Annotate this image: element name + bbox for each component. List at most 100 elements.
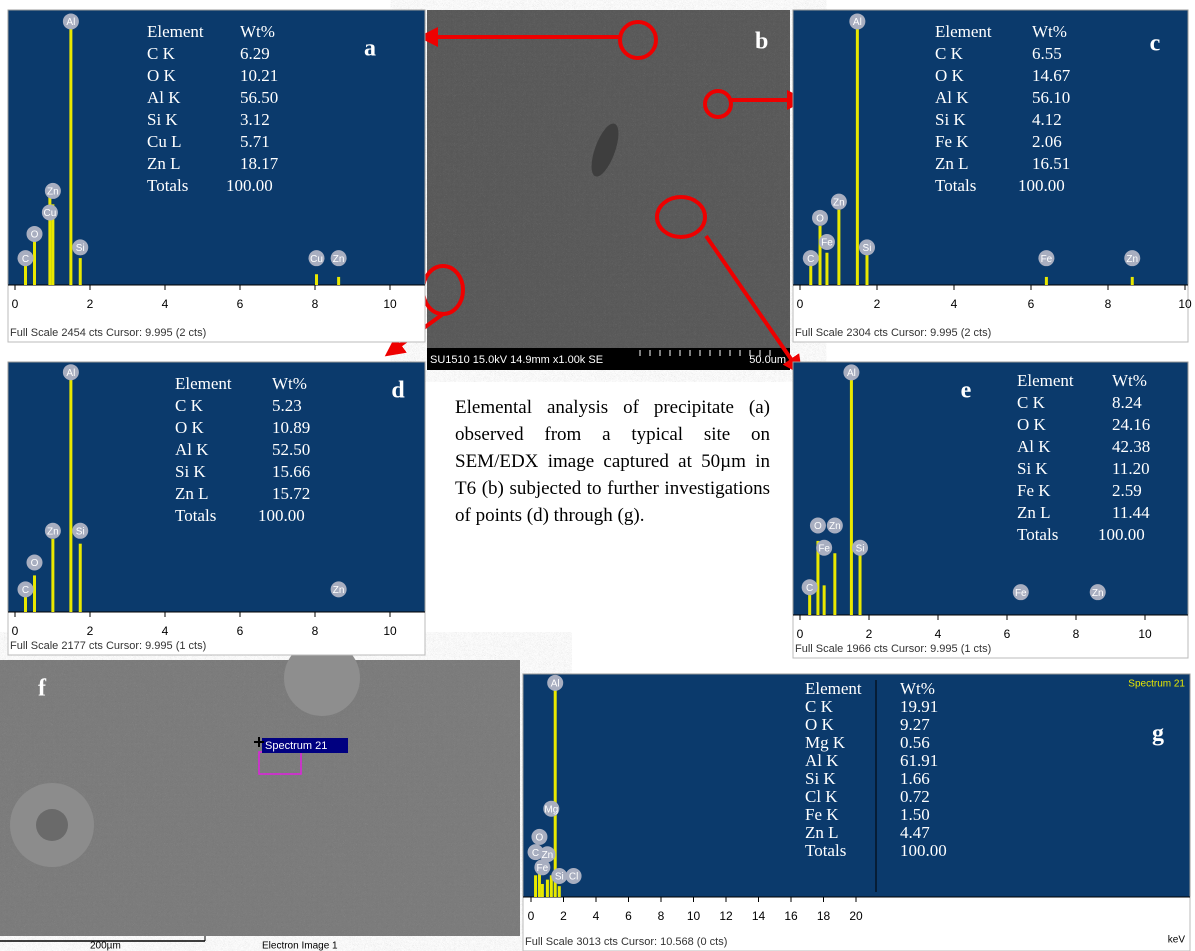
scale-label: 200µm	[90, 941, 121, 951]
table-header: Element	[935, 22, 992, 41]
table-cell: Fe K	[935, 132, 969, 151]
x-tick-label: 6	[237, 624, 244, 638]
peak-label: Zn	[47, 187, 59, 198]
table-cell: Totals	[1017, 525, 1058, 544]
x-tick-label: 2	[87, 624, 94, 638]
x-tick-label: 4	[593, 909, 600, 923]
peak-label: O	[31, 230, 39, 241]
x-tick-label: 4	[162, 297, 169, 311]
scale-label: 50.0um	[749, 354, 786, 366]
table-cell: 4.47	[900, 823, 930, 842]
x-tick-label: 14	[752, 909, 766, 923]
peak-label: Al	[853, 17, 862, 28]
footer: Full Scale 2304 cts Cursor: 9.995 (2 cts…	[795, 327, 991, 339]
x-tick-label: 0	[12, 624, 19, 638]
table-cell: 2.06	[1032, 132, 1062, 151]
peak-label: Si	[863, 243, 872, 254]
table-cell: Al K	[175, 440, 209, 459]
table-cell: Fe K	[805, 805, 839, 824]
table-cell: Cl K	[805, 787, 838, 806]
peak-label: C	[22, 254, 29, 265]
peak-label: C	[806, 583, 813, 594]
peak-label: Cu	[310, 254, 323, 265]
table-cell: O K	[147, 66, 177, 85]
table-cell: Al K	[805, 751, 839, 770]
x-tick-label: 0	[12, 297, 19, 311]
table-cell: Totals	[935, 176, 976, 195]
table-cell: Al K	[1017, 437, 1051, 456]
sem-image-b	[423, 10, 790, 370]
peak-label: Fe	[537, 863, 549, 874]
panel-letter: a	[364, 36, 376, 62]
x-tick-label: 2	[87, 297, 94, 311]
table-cell: Totals	[805, 841, 846, 860]
peak	[554, 680, 557, 897]
table-cell: 52.50	[272, 440, 310, 459]
table-cell: 100.00	[900, 841, 947, 860]
peak-label: Zn	[829, 521, 841, 532]
table-cell: 6.55	[1032, 44, 1062, 63]
table-cell: 11.44	[1112, 503, 1150, 522]
x-tick-label: 8	[1073, 627, 1080, 641]
table-cell: Zn L	[805, 823, 839, 842]
peak-label: Cu	[43, 208, 56, 219]
table-cell: 14.67	[1032, 66, 1071, 85]
spectrum-tag: Spectrum 21	[265, 740, 327, 752]
table-cell: Zn L	[935, 154, 969, 173]
x-tick-label: 6	[237, 297, 244, 311]
peak-label: Zn	[47, 526, 59, 537]
x-tick-label: 4	[935, 627, 942, 641]
table-cell: 4.12	[1032, 110, 1062, 129]
table-cell: 16.51	[1032, 154, 1070, 173]
peak-label: Al	[847, 368, 856, 379]
table-cell: 10.89	[272, 418, 310, 437]
peak	[825, 253, 828, 285]
peak-label: Fe	[1041, 254, 1053, 265]
peak-label: Al	[66, 17, 75, 28]
image-label: Electron Image 1	[262, 941, 338, 951]
peak	[865, 253, 868, 285]
info-bar: SU1510 15.0kV 14.9mm x1.00k SE	[430, 354, 603, 366]
footer: Full Scale 2177 cts Cursor: 9.995 (1 cts…	[10, 640, 206, 652]
table-cell: 2.59	[1112, 481, 1142, 500]
peak	[51, 539, 54, 612]
table-cell: Si K	[935, 110, 966, 129]
panel-letter: g	[1152, 721, 1164, 747]
spectrum-panel-a: AlZnCuOCSiCuZn0246810Full Scale 2454 cts…	[8, 10, 425, 342]
peak	[1045, 277, 1048, 285]
peak	[1131, 277, 1134, 285]
table-cell: Totals	[147, 176, 188, 195]
panel-letter: f	[38, 676, 47, 702]
peak-label: Si	[555, 872, 564, 883]
table-cell: 15.72	[272, 484, 310, 503]
x-tick-label: 2	[560, 909, 567, 923]
table-header: Wt%	[1032, 22, 1067, 41]
table-cell: C K	[175, 396, 204, 415]
spectrum-panel-g: AlMgOCZnFeSiCl02468101214161820Full Scal…	[523, 674, 1190, 951]
x-tick-label: 10	[383, 297, 397, 311]
table-cell: O K	[935, 66, 965, 85]
peak	[859, 551, 862, 615]
page: AlZnCuOCSiCuZn0246810Full Scale 2454 cts…	[0, 0, 1195, 951]
panel-letter: c	[1150, 31, 1161, 57]
table-cell: 8.24	[1112, 393, 1142, 412]
table-header: Element	[805, 679, 862, 698]
peak-label: C	[532, 848, 539, 859]
table-cell: Al K	[147, 88, 181, 107]
panel-letter: e	[961, 378, 972, 404]
peak	[79, 544, 82, 612]
x-tick-label: 0	[797, 297, 804, 311]
table-cell: 10.21	[240, 66, 278, 85]
peak-label: O	[814, 521, 822, 532]
table-cell: 0.72	[900, 787, 930, 806]
peak-label: Fe	[1015, 588, 1027, 599]
peak-label: Zn	[333, 585, 345, 596]
table-cell: 5.23	[272, 396, 302, 415]
x-tick-label: 10	[1178, 297, 1192, 311]
table-cell: C K	[1017, 393, 1046, 412]
peak-label: Al	[551, 678, 560, 689]
table-cell: O K	[175, 418, 205, 437]
table-cell: 42.38	[1112, 437, 1150, 456]
table-cell: O K	[1017, 415, 1047, 434]
